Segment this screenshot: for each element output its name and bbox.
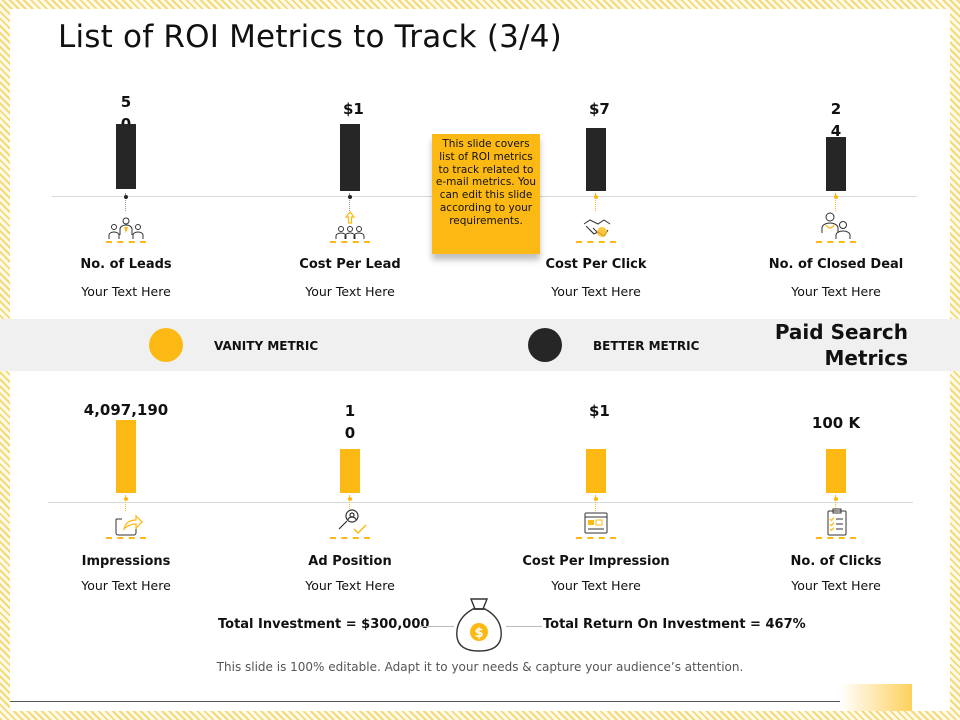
section-title: Paid Search Metrics	[775, 319, 908, 371]
metric-value: 10	[344, 402, 356, 442]
vanity-metric-swatch	[149, 328, 183, 362]
metric-subtext: Your Text Here	[305, 578, 395, 593]
icon-underline	[816, 537, 856, 539]
slide-title: List of ROI Metrics to Track (3/4)	[58, 19, 562, 55]
metric-subtext: Your Text Here	[551, 578, 641, 593]
metric-label: Ad Position	[308, 554, 392, 569]
connector	[125, 193, 127, 211]
bottom-axis-line	[48, 502, 913, 503]
vanity-metric-label: VANITY METRIC	[214, 339, 319, 353]
icon-underline	[816, 241, 856, 243]
total-roi: Total Return On Investment = 467%	[543, 617, 806, 632]
metric-label: No. of Clicks	[790, 554, 882, 569]
metric-subtext: Your Text Here	[81, 284, 171, 299]
search-person-check-icon	[330, 507, 370, 537]
connector-left	[420, 626, 454, 627]
connector-right	[506, 626, 542, 627]
legend-band: VANITY METRIC BETTER METRIC Paid Search …	[0, 319, 960, 371]
connector-dot	[834, 195, 838, 199]
icon-underline	[576, 241, 616, 243]
connector-dot	[594, 497, 598, 501]
info-note: This slide covers list of ROI metrics to…	[432, 134, 540, 254]
icon-underline	[576, 537, 616, 539]
metric-bar	[340, 124, 360, 191]
checklist-icon	[816, 507, 856, 537]
footer-line	[10, 701, 840, 702]
metric-value: $1	[343, 100, 364, 118]
metric-value: $1	[589, 402, 610, 420]
currency-symbol: $	[474, 626, 483, 641]
footer-note: This slide is 100% editable. Adapt it to…	[216, 660, 744, 674]
connector	[595, 193, 597, 211]
metric-label: No. of Closed Deal	[768, 257, 904, 272]
icon-underline	[330, 241, 370, 243]
metric-label: Impressions	[81, 554, 171, 569]
doctor-patient-icon	[816, 211, 856, 241]
total-investment: Total Investment = $300,000	[218, 617, 430, 632]
browser-form-icon	[576, 509, 616, 539]
metric-subtext: Your Text Here	[791, 284, 881, 299]
metric-bar	[116, 420, 136, 493]
metric-label: Cost Per Impression	[522, 554, 670, 569]
connector	[125, 495, 127, 511]
connector-dot	[834, 497, 838, 501]
connector	[835, 193, 837, 211]
connector-dot	[594, 195, 598, 199]
metric-bar	[826, 137, 846, 191]
metric-value: 100 K	[811, 414, 861, 432]
metric-subtext: Your Text Here	[305, 284, 395, 299]
connector	[595, 495, 597, 511]
section-title-line-2: Metrics	[824, 346, 908, 370]
connector-dot	[348, 195, 352, 199]
metric-bar	[586, 449, 606, 493]
better-metric-label: BETTER METRIC	[593, 339, 700, 353]
metric-bar	[826, 449, 846, 493]
section-title-line-1: Paid Search	[774, 320, 908, 344]
connector	[349, 495, 351, 511]
icon-underline	[106, 241, 146, 243]
metric-label: Cost Per Lead	[299, 257, 401, 272]
handshake-icon	[576, 214, 616, 244]
share-window-icon	[106, 509, 146, 539]
better-metric-swatch	[528, 328, 562, 362]
icon-underline	[330, 537, 370, 539]
metric-bar	[116, 124, 136, 189]
metric-label: Cost Per Click	[545, 257, 647, 272]
connector-dot	[124, 497, 128, 501]
metric-subtext: Your Text Here	[81, 578, 171, 593]
connector-dot	[348, 497, 352, 501]
group-people-icon	[106, 215, 146, 245]
metric-subtext: Your Text Here	[791, 578, 881, 593]
connector	[349, 193, 351, 211]
metric-subtext: Your Text Here	[551, 284, 641, 299]
icon-underline	[106, 537, 146, 539]
connector	[835, 495, 837, 511]
money-bag-icon: $	[453, 595, 505, 655]
metric-bar	[340, 449, 360, 493]
footer-accent	[840, 684, 912, 711]
metric-value: $7	[589, 100, 610, 118]
metric-label: No. of Leads	[80, 257, 172, 272]
connector-dot	[124, 195, 128, 199]
people-upload-icon	[330, 211, 370, 241]
metric-bar	[586, 128, 606, 191]
slide: List of ROI Metrics to Track (3/4) 50 No…	[0, 9, 960, 711]
metric-value: 4,097,190	[83, 401, 169, 419]
metric-value: 24	[830, 100, 842, 140]
